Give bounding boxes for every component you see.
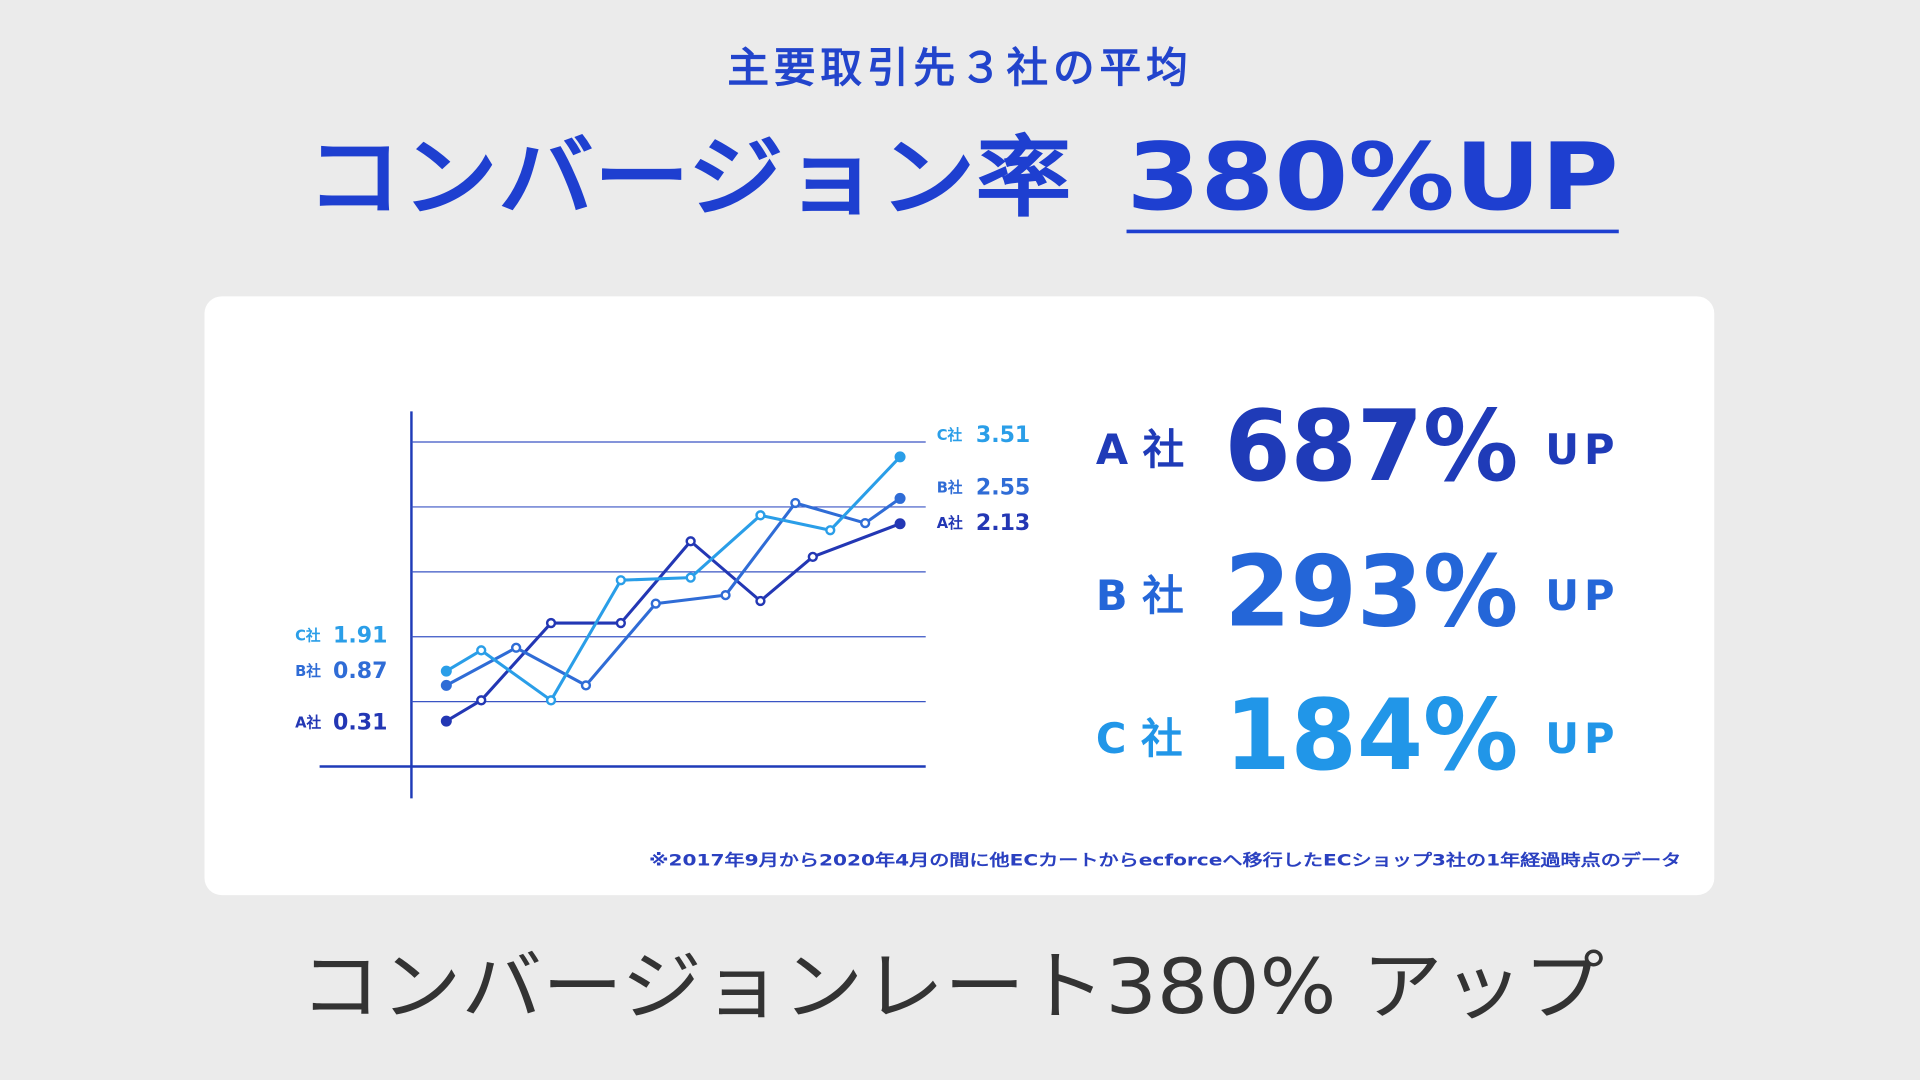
- end-label-name: B社: [937, 479, 963, 497]
- company: C 社: [1096, 714, 1183, 763]
- point: [807, 551, 818, 562]
- end-label-value: 2.55: [976, 476, 1030, 501]
- point: [894, 492, 906, 504]
- start-label-name: A社: [295, 714, 321, 732]
- point: [685, 536, 696, 547]
- series-line: [445, 497, 901, 687]
- end-label-value: 2.13: [976, 511, 1030, 536]
- series-line: [445, 455, 902, 702]
- start-label-value: 0.31: [333, 711, 387, 736]
- card: [204, 296, 1715, 896]
- start-label-value: 1.91: [333, 624, 387, 649]
- point: [615, 575, 626, 586]
- point: [476, 645, 487, 656]
- point: [894, 451, 906, 463]
- subtitle: 主要取引先３社の平均: [727, 43, 1192, 92]
- end-label-name: C社: [937, 426, 963, 444]
- caption: コンバージョンレート380% アップ: [300, 943, 1604, 1031]
- chart: A社 0.31 A社 2.13 B社 0.87 B社 2.55 C社 1.91 C社 3.51: [295, 411, 1030, 799]
- point: [685, 572, 696, 583]
- point: [545, 695, 557, 706]
- start-label-value: 0.87: [333, 659, 387, 684]
- point: [440, 679, 452, 691]
- point: [894, 518, 906, 530]
- point: [510, 642, 522, 653]
- company: A 社: [1096, 425, 1184, 474]
- start-label-name: B社: [295, 662, 321, 680]
- end-label-name: A社: [937, 514, 963, 532]
- point: [650, 598, 661, 609]
- point: [476, 695, 487, 706]
- rate: 687%: [1224, 390, 1518, 504]
- point: [720, 590, 731, 601]
- footnote: ※2017年9月から2020年4月の間に他ECカートからecforceへ移行した…: [649, 850, 1681, 869]
- point: [755, 510, 766, 521]
- start-label-name: C社: [295, 627, 321, 645]
- point: [545, 617, 557, 629]
- point: [790, 497, 801, 509]
- rate: 293%: [1224, 536, 1518, 650]
- point: [615, 617, 626, 629]
- point: [825, 525, 836, 536]
- up-label: UP: [1545, 714, 1619, 763]
- rate: 184%: [1224, 679, 1518, 793]
- headline: コンバージョン率: [306, 126, 1071, 229]
- end-label-value: 3.51: [976, 423, 1030, 448]
- point: [755, 595, 766, 607]
- point: [440, 665, 452, 677]
- highlight: 380%UP: [1127, 123, 1619, 231]
- point: [860, 517, 871, 529]
- up-label: UP: [1545, 571, 1619, 620]
- up-label: UP: [1545, 425, 1619, 474]
- company: B 社: [1096, 571, 1184, 620]
- point: [440, 715, 452, 727]
- series-line: [445, 522, 901, 723]
- point: [580, 680, 592, 691]
